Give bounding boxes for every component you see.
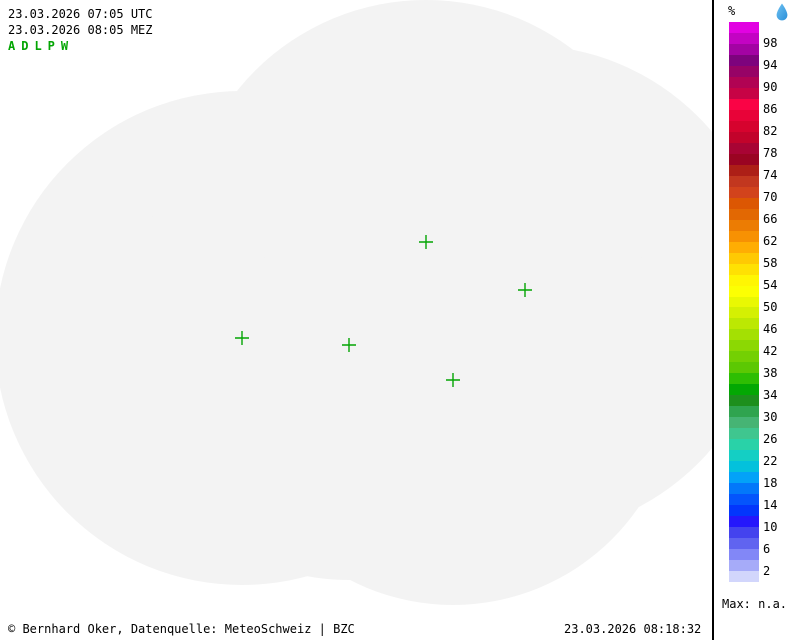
colorbar-segment — [729, 198, 759, 209]
colorbar-segment — [729, 99, 759, 110]
colorbar-tick-label: 58 — [763, 256, 778, 270]
colorbar-tick-label: 26 — [763, 432, 778, 446]
colorbar-segment — [729, 187, 759, 198]
colorbar-segment — [729, 472, 759, 483]
colorbar-tick-label: 34 — [763, 388, 778, 402]
attribution-text: © Bernhard Oker, Datenquelle: MeteoSchwe… — [8, 622, 355, 636]
colorbar-tick-label: 70 — [763, 190, 778, 204]
colorbar-tick-label: 62 — [763, 234, 778, 248]
timestamp-mez: 23.03.2026 08:05 MEZ — [8, 23, 153, 37]
colorbar-segment — [729, 483, 759, 494]
colorbar-segment — [729, 242, 759, 253]
station-cross-marker — [419, 235, 433, 249]
colorbar-segment — [729, 264, 759, 275]
colorbar-segment — [729, 220, 759, 231]
colorbar-tick-label: 90 — [763, 80, 778, 94]
colorbar-tick-label: 86 — [763, 102, 778, 116]
colorbar-tick-label: 10 — [763, 520, 778, 534]
colorbar-tick-label: 2 — [763, 564, 771, 578]
colorbar-tick-label: 30 — [763, 410, 778, 424]
colorbar-segment — [729, 154, 759, 165]
water-drop-icon — [776, 3, 788, 21]
product-code-label: ADLPW — [8, 39, 75, 53]
colorbar-unit-label: % — [728, 4, 736, 18]
colorbar-tick-label: 22 — [763, 454, 778, 468]
colorbar-tick-label: 98 — [763, 36, 778, 50]
colorbar-segment — [729, 44, 759, 55]
colorbar-tick-label: 78 — [763, 146, 778, 160]
colorbar-segment — [729, 33, 759, 44]
colorbar-segment — [729, 494, 759, 505]
colorbar-segment — [729, 231, 759, 242]
station-cross-marker — [446, 373, 460, 387]
colorbar-segment — [729, 253, 759, 264]
colorbar-segment — [729, 560, 759, 571]
colorbar-segment — [729, 110, 759, 121]
station-cross-marker — [342, 338, 356, 352]
colorbar-segment — [729, 516, 759, 527]
colorbar-tick-label: 42 — [763, 344, 778, 358]
colorbar-tick-label: 74 — [763, 168, 778, 182]
station-cross-marker — [518, 283, 532, 297]
max-value-label: Max: n.a. — [722, 597, 788, 611]
colorbar-segment — [729, 384, 759, 395]
colorbar-segment — [729, 538, 759, 549]
colorbar-segment — [729, 505, 759, 516]
colorbar-segment — [729, 406, 759, 417]
colorbar-tick-label: 82 — [763, 124, 778, 138]
colorbar-segment — [729, 165, 759, 176]
colorbar-segment — [729, 121, 759, 132]
colorbar-segment — [729, 55, 759, 66]
colorbar-segment — [729, 318, 759, 329]
colorbar-segment — [729, 307, 759, 318]
colorbar-tick-label: 46 — [763, 322, 778, 336]
colorbar-tick-label: 50 — [763, 300, 778, 314]
colorbar-segment — [729, 571, 759, 582]
radar-station-markers — [235, 235, 532, 387]
colorbar-segment — [729, 209, 759, 220]
colorbar-segment — [729, 77, 759, 88]
colorbar-segment — [729, 275, 759, 286]
colorbar-segment — [729, 88, 759, 99]
colorbar-segment — [729, 428, 759, 439]
colorbar-segment — [729, 66, 759, 77]
colorbar-segment — [729, 351, 759, 362]
colorbar-segment — [729, 329, 759, 340]
probability-colorbar — [729, 22, 759, 582]
colorbar-tick-label: 94 — [763, 58, 778, 72]
colorbar-segment — [729, 297, 759, 307]
colorbar-tick-label: 54 — [763, 278, 778, 292]
colorbar-segment — [729, 362, 759, 373]
colorbar-segment — [729, 22, 759, 33]
timestamp-utc: 23.03.2026 07:05 UTC — [8, 7, 153, 21]
colorbar-segment — [729, 439, 759, 450]
colorbar-segment — [729, 549, 759, 560]
radar-coverage-area — [0, 0, 713, 605]
colorbar-segment — [729, 417, 759, 428]
map-panel-divider — [712, 0, 714, 640]
generated-timestamp: 23.03.2026 08:18:32 — [564, 622, 702, 636]
colorbar-segment — [729, 373, 759, 384]
colorbar-segment — [729, 340, 759, 351]
station-cross-marker — [235, 331, 249, 345]
radar-coverage-map — [0, 0, 713, 605]
colorbar-tick-label: 18 — [763, 476, 778, 490]
colorbar-segment — [729, 395, 759, 406]
colorbar-segment — [729, 143, 759, 154]
colorbar-tick-label: 66 — [763, 212, 778, 226]
colorbar-tick-label: 38 — [763, 366, 778, 380]
colorbar-segment — [729, 176, 759, 187]
colorbar-segment — [729, 450, 759, 461]
colorbar-segment — [729, 286, 759, 297]
colorbar-segment — [729, 461, 759, 472]
colorbar-segment — [729, 527, 759, 538]
colorbar-segment — [729, 132, 759, 143]
colorbar-tick-label: 14 — [763, 498, 778, 512]
colorbar-tick-label: 6 — [763, 542, 771, 556]
